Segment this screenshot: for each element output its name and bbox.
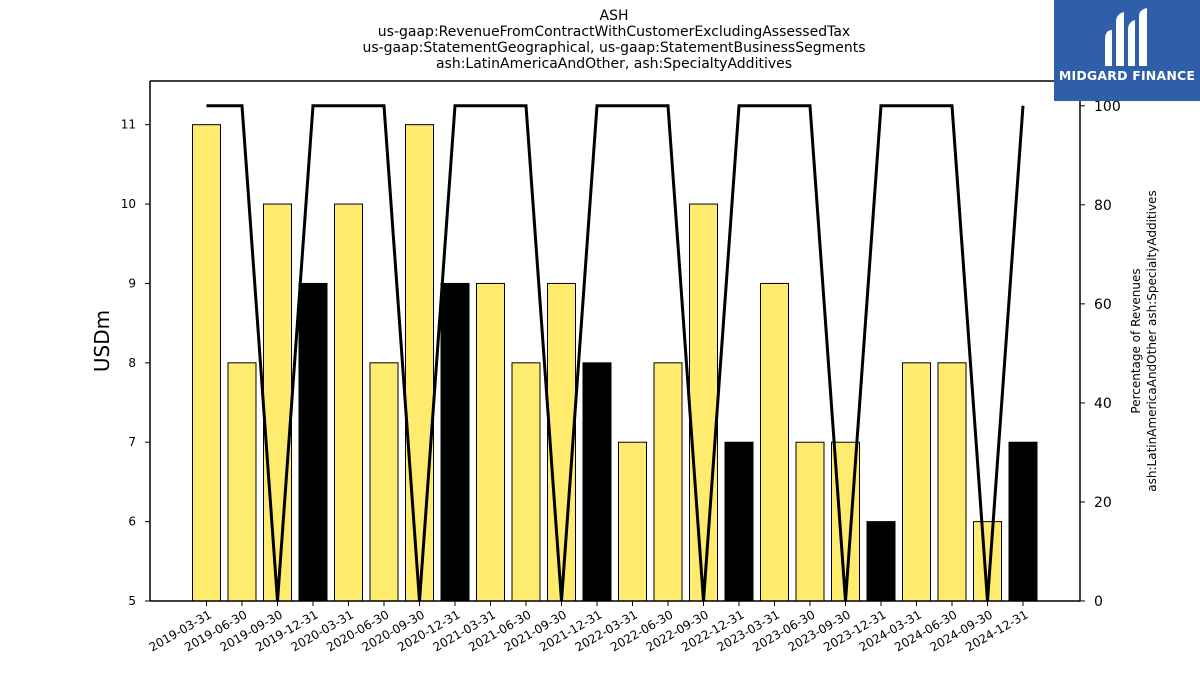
y2-tick-label: 0 <box>1094 594 1103 610</box>
bar <box>511 362 541 602</box>
bar <box>405 124 434 602</box>
chart-title-line: ash:LatinAmericaAndOther, ash:SpecialtyA… <box>436 56 792 72</box>
bar <box>795 441 825 602</box>
y2-tick-label: 40 <box>1094 396 1112 412</box>
bar <box>227 362 257 602</box>
bar <box>760 282 789 602</box>
bar <box>866 521 896 602</box>
y2-tick-label: 60 <box>1094 297 1112 313</box>
y-tick-label: 8 <box>128 356 136 370</box>
bar <box>689 203 718 602</box>
y-tick-label: 6 <box>128 515 136 529</box>
chart-title-line: ASH <box>600 8 629 24</box>
percentage-line <box>206 104 1025 602</box>
logo-text: MIDGARD FINANCE <box>1058 68 1196 83</box>
bar <box>440 282 470 602</box>
y-axis-label: USDm <box>90 310 114 372</box>
chart-title-line: us-gaap:StatementGeographical, us-gaap:S… <box>362 40 865 56</box>
y2-tick-label: 100 <box>1094 99 1121 115</box>
y-tick-label: 7 <box>128 435 136 449</box>
brand-logo: MIDGARD FINANCE <box>1054 0 1200 101</box>
bar <box>902 362 931 602</box>
y2-axis-label-line: Percentage of Revenues <box>1129 268 1143 413</box>
y2-tick-label: 20 <box>1094 495 1112 511</box>
bar <box>298 282 328 602</box>
y2-tick-label: 80 <box>1094 198 1112 214</box>
bar <box>1008 441 1038 602</box>
bar <box>547 282 576 602</box>
bar <box>582 362 612 602</box>
bar <box>476 282 505 602</box>
y-tick-label: 10 <box>121 197 136 211</box>
y2-axis-label-line: ash:LatinAmericaAndOther ash:SpecialtyAd… <box>1145 190 1159 491</box>
logo-mark-icon <box>1105 8 1147 66</box>
bar <box>937 362 967 602</box>
y-tick-label: 5 <box>128 594 136 608</box>
bar <box>334 203 363 602</box>
bar <box>618 441 647 602</box>
chart-title-line: us-gaap:RevenueFromContractWithCustomerE… <box>378 24 850 40</box>
bar <box>192 124 221 602</box>
y-tick-label: 11 <box>121 118 136 132</box>
bar <box>369 362 399 602</box>
y-tick-label: 9 <box>128 276 136 290</box>
bar <box>724 441 754 602</box>
bar <box>263 203 292 602</box>
bar <box>653 362 683 602</box>
